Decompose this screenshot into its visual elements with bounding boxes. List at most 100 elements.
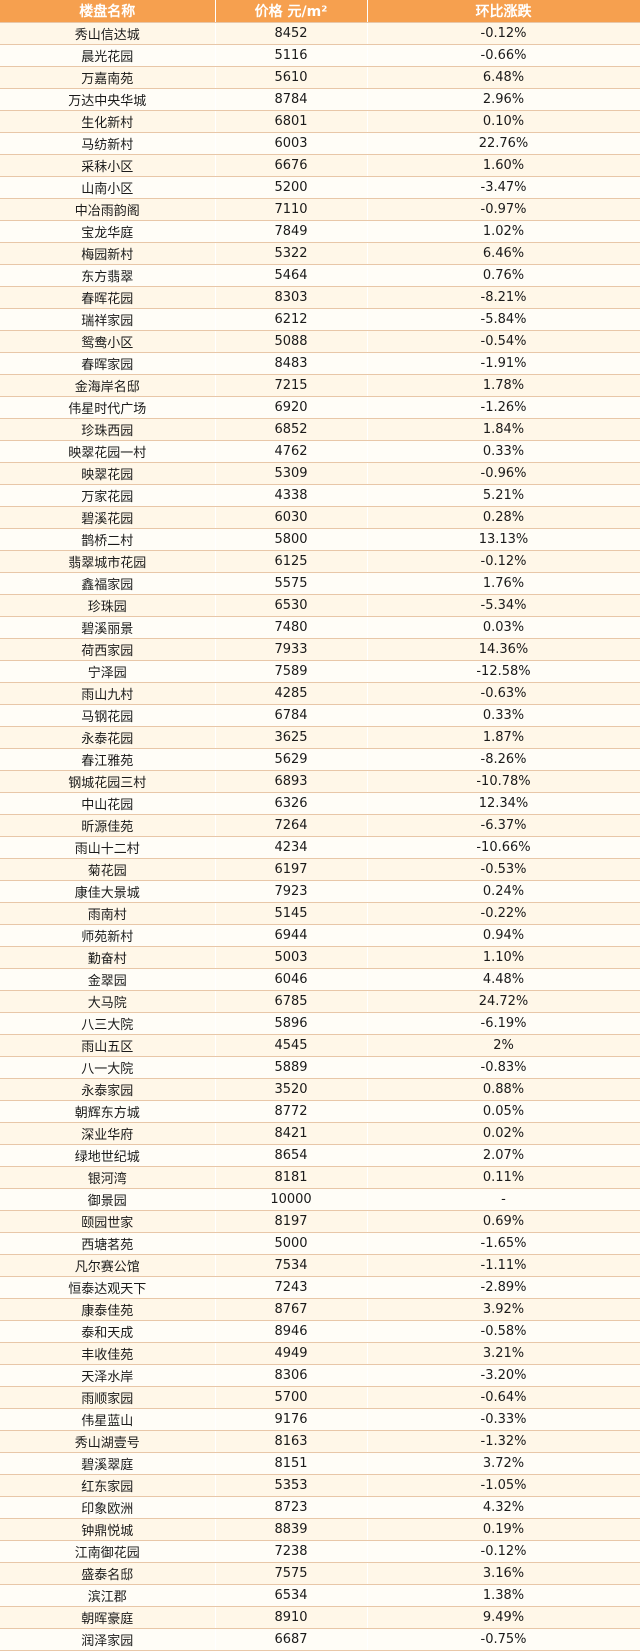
table-row: 康佳大景城 7923 0.24% <box>0 880 640 903</box>
cell-change: 4.32% <box>367 1496 640 1519</box>
cell-name: 翡翠城市花园 <box>0 550 216 573</box>
cell-name: 生化新村 <box>0 110 216 133</box>
cell-price: 4285 <box>215 682 368 705</box>
table-row: 珍珠西园 6852 1.84% <box>0 418 640 441</box>
cell-price: 7238 <box>215 1540 368 1563</box>
table-row: 钟鼎悦城 8839 0.19% <box>0 1518 640 1541</box>
cell-price: 7933 <box>215 638 368 661</box>
cell-price: 5353 <box>215 1474 368 1497</box>
cell-price: 8181 <box>215 1166 368 1189</box>
cell-name: 春晖花园 <box>0 286 216 309</box>
cell-change: -0.75% <box>367 1628 640 1651</box>
cell-change: -0.12% <box>367 22 640 45</box>
cell-name: 钟鼎悦城 <box>0 1518 216 1541</box>
cell-name: 八三大院 <box>0 1012 216 1035</box>
cell-name: 盛泰名邸 <box>0 1562 216 1585</box>
table-row: 大马院 6785 24.72% <box>0 990 640 1013</box>
cell-price: 8772 <box>215 1100 368 1123</box>
table-row: 八一大院 5889 -0.83% <box>0 1056 640 1079</box>
table-row: 凡尔赛公馆 7534 -1.11% <box>0 1254 640 1277</box>
cell-change: -1.65% <box>367 1232 640 1255</box>
cell-price: 5145 <box>215 902 368 925</box>
cell-change: 0.94% <box>367 924 640 947</box>
cell-price: 7215 <box>215 374 368 397</box>
cell-change: 0.33% <box>367 440 640 463</box>
cell-name: 珍珠西园 <box>0 418 216 441</box>
cell-change: 0.28% <box>367 506 640 529</box>
cell-change: -0.12% <box>367 1540 640 1563</box>
cell-price: 8723 <box>215 1496 368 1519</box>
cell-change: 2.96% <box>367 88 640 111</box>
table-row: 珍珠园 6530 -5.34% <box>0 594 640 617</box>
table-row: 深业华府 8421 0.02% <box>0 1122 640 1145</box>
cell-price: 5464 <box>215 264 368 287</box>
cell-name: 银河湾 <box>0 1166 216 1189</box>
cell-change: 0.24% <box>367 880 640 903</box>
cell-price: 4338 <box>215 484 368 507</box>
table-row: 碧溪翠庭 8151 3.72% <box>0 1452 640 1475</box>
cell-price: 8654 <box>215 1144 368 1167</box>
cell-price: 8163 <box>215 1430 368 1453</box>
cell-name: 钢城花园三村 <box>0 770 216 793</box>
cell-change: -10.78% <box>367 770 640 793</box>
table-row: 颐园世家 8197 0.69% <box>0 1210 640 1233</box>
cell-change: 3.72% <box>367 1452 640 1475</box>
table-row: 万嘉南苑 5610 6.48% <box>0 66 640 89</box>
table-row: 鑫福家园 5575 1.76% <box>0 572 640 595</box>
cell-change: -3.47% <box>367 176 640 199</box>
cell-change: -0.97% <box>367 198 640 221</box>
cell-name: 中冶雨韵阁 <box>0 198 216 221</box>
cell-name: 润泽家园 <box>0 1628 216 1651</box>
cell-price: 6212 <box>215 308 368 331</box>
table-row: 生化新村 6801 0.10% <box>0 110 640 133</box>
table-row: 翡翠城市花园 6125 -0.12% <box>0 550 640 573</box>
cell-price: 5116 <box>215 44 368 67</box>
table-row: 八三大院 5896 -6.19% <box>0 1012 640 1035</box>
table-row: 碧溪丽景 7480 0.03% <box>0 616 640 639</box>
cell-change: 5.21% <box>367 484 640 507</box>
cell-price: 7264 <box>215 814 368 837</box>
cell-name: 朝晖豪庭 <box>0 1606 216 1629</box>
cell-name: 印象欧洲 <box>0 1496 216 1519</box>
cell-change: -6.19% <box>367 1012 640 1035</box>
cell-name: 春晖家园 <box>0 352 216 375</box>
table-row: 润泽家园 6687 -0.75% <box>0 1628 640 1651</box>
table-row: 雨南村 5145 -0.22% <box>0 902 640 925</box>
cell-price: 5629 <box>215 748 368 771</box>
cell-change: -0.58% <box>367 1320 640 1343</box>
cell-name: 碧溪花园 <box>0 506 216 529</box>
cell-price: 5322 <box>215 242 368 265</box>
cell-price: 10000 <box>215 1188 368 1211</box>
cell-price: 6046 <box>215 968 368 991</box>
cell-change: 2% <box>367 1034 640 1057</box>
table-row: 伟星时代广场 6920 -1.26% <box>0 396 640 419</box>
table-row: 银河湾 8181 0.11% <box>0 1166 640 1189</box>
cell-name: 雨顺家园 <box>0 1386 216 1409</box>
cell-price: 8197 <box>215 1210 368 1233</box>
cell-change: -0.63% <box>367 682 640 705</box>
cell-name: 丰收佳苑 <box>0 1342 216 1365</box>
cell-change: -0.66% <box>367 44 640 67</box>
table-row: 滨江郡 6534 1.38% <box>0 1584 640 1607</box>
table-row: 勤奋村 5003 1.10% <box>0 946 640 969</box>
table-row: 朝晖豪庭 8910 9.49% <box>0 1606 640 1629</box>
cell-change: 3.16% <box>367 1562 640 1585</box>
cell-name: 勤奋村 <box>0 946 216 969</box>
cell-name: 西塘茗苑 <box>0 1232 216 1255</box>
table-row: 春晖花园 8303 -8.21% <box>0 286 640 309</box>
cell-price: 5896 <box>215 1012 368 1035</box>
cell-price: 6530 <box>215 594 368 617</box>
cell-price: 8306 <box>215 1364 368 1387</box>
table-row: 永泰花园 3625 1.87% <box>0 726 640 749</box>
cell-change: -8.26% <box>367 748 640 771</box>
cell-name: 康佳大景城 <box>0 880 216 903</box>
cell-price: 8421 <box>215 1122 368 1145</box>
cell-change: 1.76% <box>367 572 640 595</box>
cell-price: 6326 <box>215 792 368 815</box>
cell-change: -1.05% <box>367 1474 640 1497</box>
table-header-row: 楼盘名称 价格 元/m² 环比涨跌 <box>0 0 640 23</box>
cell-price: 5700 <box>215 1386 368 1409</box>
cell-name: 天泽水岸 <box>0 1364 216 1387</box>
cell-name: 金翠园 <box>0 968 216 991</box>
cell-price: 4949 <box>215 1342 368 1365</box>
